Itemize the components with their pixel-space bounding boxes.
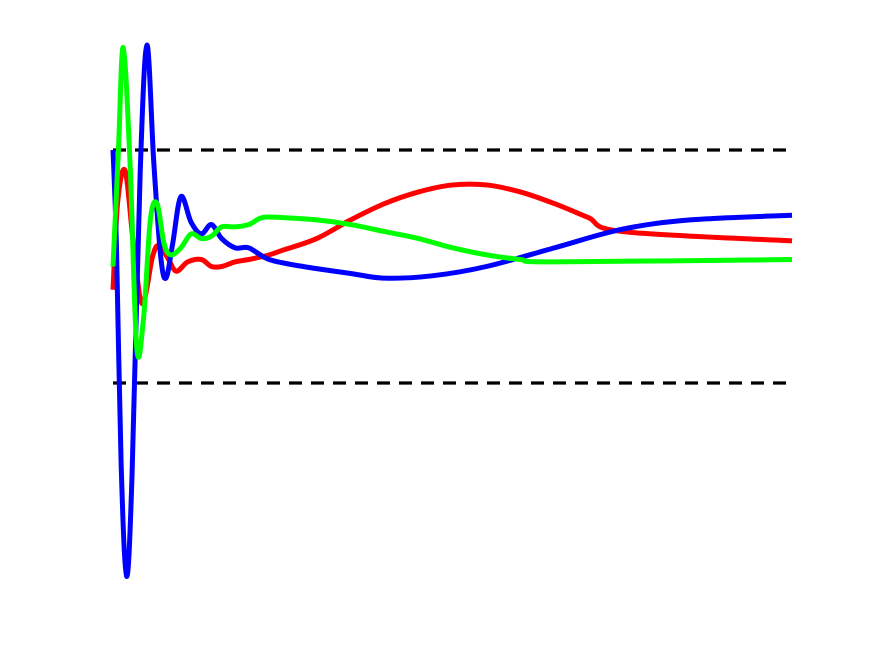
series-lines <box>110 42 793 579</box>
series-line-green <box>110 44 793 360</box>
reference-lines <box>113 148 792 385</box>
series-line-blue <box>110 42 793 579</box>
